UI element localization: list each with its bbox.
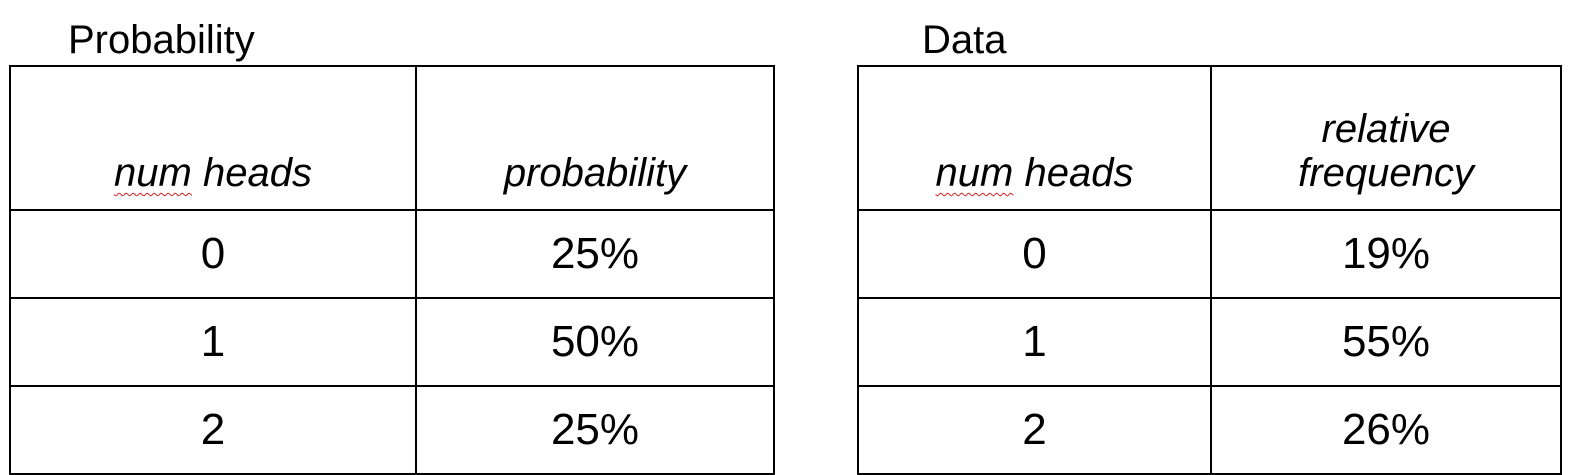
header-relative-frequency: relative frequency	[1210, 65, 1562, 211]
header-text: heads	[1013, 151, 1134, 195]
header-text: heads	[191, 151, 312, 195]
header-num-heads: num heads	[9, 65, 417, 211]
spellcheck-word: num	[935, 151, 1014, 195]
table-row: 2 25%	[9, 385, 775, 475]
probability-table-caption: Probability	[68, 18, 255, 62]
cell-num-heads: 1	[9, 297, 417, 387]
data-table: num heads relative frequency 0 19% 1 55% …	[857, 65, 1562, 475]
cell-num-heads: 0	[857, 209, 1212, 299]
cell-probability: 50%	[415, 297, 775, 387]
table-row: 0 25%	[9, 209, 775, 299]
cell-relative-frequency: 26%	[1210, 385, 1562, 475]
cell-num-heads: 0	[9, 209, 417, 299]
data-table-caption: Data	[922, 18, 1007, 62]
table-row: 2 26%	[857, 385, 1562, 475]
table-row: 1 55%	[857, 297, 1562, 387]
cell-relative-frequency: 55%	[1210, 297, 1562, 387]
table-header-row: num heads probability	[9, 65, 775, 211]
cell-num-heads: 2	[9, 385, 417, 475]
spellcheck-word: num	[114, 151, 192, 195]
table-row: 0 19%	[857, 209, 1562, 299]
header-line-1: relative	[1321, 107, 1451, 151]
header-probability: probability	[415, 65, 775, 211]
table-row: 1 50%	[9, 297, 775, 387]
header-line-2: frequency	[1298, 151, 1474, 195]
cell-num-heads: 2	[857, 385, 1212, 475]
probability-table: num heads probability 0 25% 1 50% 2 25%	[9, 65, 775, 475]
cell-relative-frequency: 19%	[1210, 209, 1562, 299]
cell-probability: 25%	[415, 209, 775, 299]
cell-num-heads: 1	[857, 297, 1212, 387]
table-header-row: num heads relative frequency	[857, 65, 1562, 211]
header-num-heads: num heads	[857, 65, 1212, 211]
cell-probability: 25%	[415, 385, 775, 475]
